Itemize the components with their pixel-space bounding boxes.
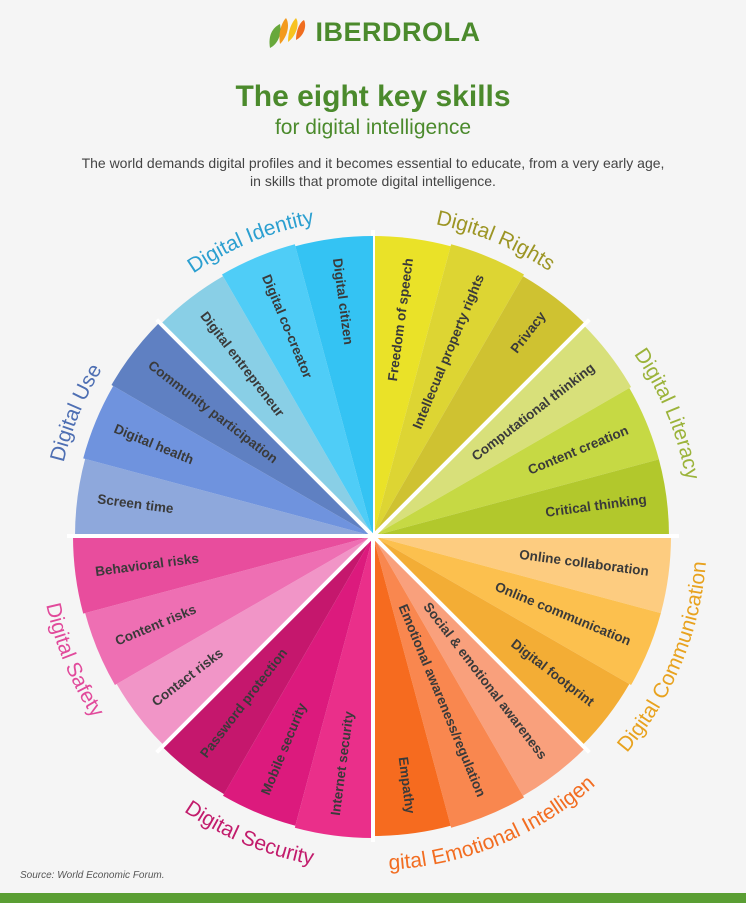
wedge-security-0	[294, 536, 373, 838]
wedge-safety-2	[73, 536, 373, 614]
wedge-identity-2	[295, 236, 373, 536]
wedge-safety-0	[116, 536, 373, 746]
leaf-logo-icon	[268, 18, 305, 48]
wedge-literacy-1	[373, 388, 659, 536]
wedge-use-1	[83, 386, 373, 536]
wedge-emotional-0	[373, 536, 586, 796]
brand-name: IBERDROLA	[315, 16, 481, 47]
wedge-use-2	[111, 322, 373, 536]
wedge-security-1	[223, 536, 373, 826]
intro-line-2: in skills that promote digital intellige…	[250, 173, 496, 189]
page-subtitle: for digital intelligence	[274, 116, 472, 139]
group-divider	[155, 534, 375, 754]
wedge-rights-0	[373, 236, 451, 536]
group-divider	[371, 318, 591, 538]
header: IBERDROLA	[0, 14, 746, 55]
wedge-communication-0	[373, 536, 671, 614]
wedge-safety-1	[85, 536, 373, 685]
brand-logo: IBERDROLA	[266, 14, 481, 50]
source-note: Source: World Economic Forum.	[20, 870, 165, 881]
intro-line-1: The world demands digital profiles and i…	[81, 155, 665, 171]
wedge-use-0	[75, 458, 373, 536]
wedge-identity-0	[160, 276, 373, 536]
wedge-rights-2	[373, 276, 586, 536]
group-divider	[155, 318, 375, 538]
wedge-literacy-0	[373, 325, 632, 536]
skill-label: Empathy	[396, 756, 418, 815]
wedge-communication-2	[373, 536, 630, 746]
wedge-rights-1	[373, 244, 524, 536]
wedge-emotional-1	[373, 536, 524, 828]
wedge-security-2	[162, 536, 373, 795]
wheel-center	[371, 534, 375, 538]
wedge-communication-1	[373, 536, 661, 685]
wedge-emotional-2	[373, 536, 451, 836]
page-title: The eight key skills	[235, 80, 511, 113]
intro-text: The world demands digital profiles and i…	[60, 154, 686, 190]
wedge-literacy-2	[373, 459, 669, 536]
bottom-bar	[0, 893, 746, 903]
group-divider	[371, 534, 591, 754]
wedge-identity-1	[222, 244, 373, 536]
